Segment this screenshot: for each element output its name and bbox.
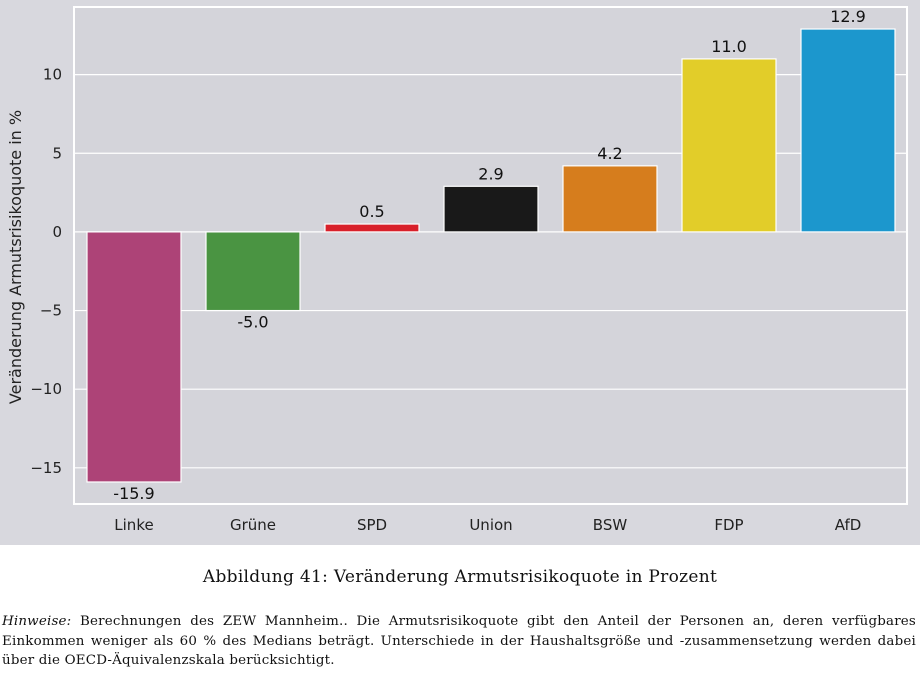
plot-area <box>73 6 908 505</box>
x-tick-label: BSW <box>593 516 628 534</box>
y-axis-ticks: −15 −10 −5 0 5 10 <box>30 66 62 477</box>
bar-chart: -15.9-5.00.52.94.211.012.9 −15−10−50510 … <box>0 0 920 545</box>
note-prefix: Hinweise: <box>2 614 72 629</box>
note-text: Berechnungen des ZEW Mannheim.. Die Armu… <box>2 614 916 668</box>
y-tick-label: 10 <box>43 66 62 84</box>
bars <box>86 28 896 483</box>
y-axis-title: Veränderung Armutsrisikoquote in % <box>6 110 25 404</box>
y-tick-label: 5 <box>52 144 62 162</box>
data-labels: -15.9 -5.0 0.5 2.9 4.2 11.0 12.9 <box>113 7 866 503</box>
bar-spd <box>324 223 420 233</box>
bar-linke <box>86 231 182 483</box>
data-label: -5.0 <box>237 313 268 332</box>
x-tick-label: Union <box>469 516 512 534</box>
bar-bsw <box>562 165 658 233</box>
x-tick-label: AfD <box>835 516 862 534</box>
data-label: 0.5 <box>359 202 384 221</box>
x-tick-label: Linke <box>114 516 153 534</box>
x-tick-label: SPD <box>357 516 387 534</box>
data-label: 12.9 <box>830 7 866 26</box>
bar-afd <box>800 28 896 233</box>
x-axis-ticks: Linke Grüne SPD Union BSW FDP AfD <box>114 516 861 534</box>
data-label: 4.2 <box>597 144 622 163</box>
y-tick-label: 0 <box>52 223 62 241</box>
y-tick-label: −5 <box>40 302 62 320</box>
bar-union <box>443 185 539 233</box>
data-label: 11.0 <box>711 37 747 56</box>
bar-fdp <box>681 58 777 233</box>
data-label: 2.9 <box>478 164 503 183</box>
bar-chart-figure: -15.9 -5.0 0.5 2.9 4.2 11.0 12.9 −15 −10 −5 0 5 10 … <box>0 0 920 545</box>
data-label: -15.9 <box>113 484 154 503</box>
y-tick-label: −15 <box>30 459 62 477</box>
figure-caption: Abbildung 41: Veränderung Armutsrisikoqu… <box>202 567 718 587</box>
y-tick-label: −10 <box>30 380 62 398</box>
bar-grne <box>205 231 301 312</box>
x-tick-label: Grüne <box>230 516 276 534</box>
x-tick-label: FDP <box>714 516 743 534</box>
figure-note: Hinweise: Berechnungen des ZEW Mannheim.… <box>2 612 916 671</box>
